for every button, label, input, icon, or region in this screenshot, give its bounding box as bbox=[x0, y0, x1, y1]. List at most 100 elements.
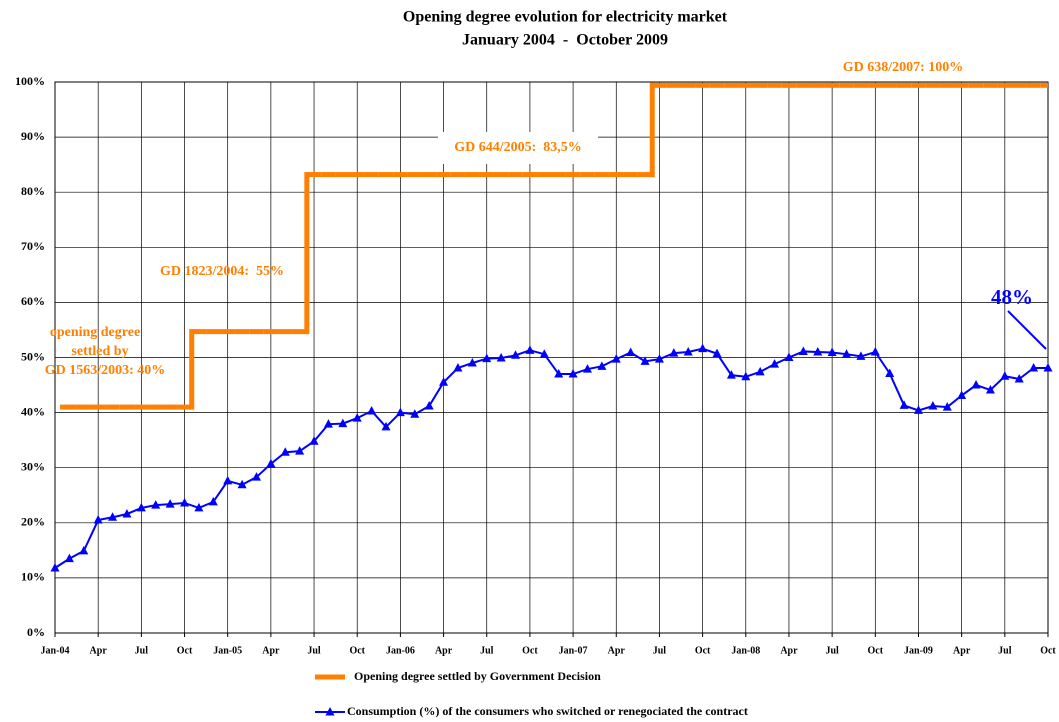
y-tick-label: 80% bbox=[21, 184, 45, 198]
x-tick-label: Apr bbox=[780, 645, 798, 656]
marker bbox=[122, 508, 132, 518]
marker bbox=[367, 405, 377, 415]
annotation: GD 644/2005: 83,5% bbox=[454, 140, 582, 155]
marker bbox=[626, 347, 636, 357]
legend-marker bbox=[325, 707, 335, 716]
marker bbox=[280, 447, 290, 456]
marker bbox=[165, 499, 175, 508]
x-tick-label: Jan-05 bbox=[213, 645, 242, 656]
marker bbox=[755, 366, 765, 376]
marker bbox=[741, 371, 751, 381]
marker bbox=[79, 545, 89, 555]
x-tick-label: Jul bbox=[135, 645, 149, 656]
annotation: GD 1823/2004: 55% bbox=[160, 264, 284, 279]
annotation: opening degree bbox=[50, 325, 140, 340]
marker bbox=[539, 349, 549, 358]
series-line bbox=[54, 347, 1048, 569]
marker bbox=[496, 353, 506, 362]
annotation-arrow bbox=[1007, 310, 1047, 350]
y-tick-label: 70% bbox=[21, 239, 45, 253]
x-tick-label: Oct bbox=[522, 645, 538, 656]
marker bbox=[1029, 362, 1039, 372]
marker bbox=[295, 446, 305, 455]
y-tick-label: 50% bbox=[21, 349, 45, 363]
marker bbox=[899, 400, 909, 409]
marker bbox=[827, 347, 837, 357]
annotation: GD 638/2007: 100% bbox=[843, 60, 964, 75]
marker bbox=[1043, 362, 1053, 372]
x-tick-label: Jan-07 bbox=[559, 645, 588, 656]
marker bbox=[1000, 371, 1010, 380]
marker bbox=[395, 407, 405, 417]
x-tick-label: Jul bbox=[825, 645, 839, 656]
marker bbox=[885, 368, 895, 377]
marker bbox=[568, 369, 578, 378]
marker bbox=[223, 475, 233, 485]
chart-title: Opening degree evolution for electricity… bbox=[403, 9, 728, 26]
x-tick-label: Jan-06 bbox=[386, 645, 415, 656]
marker bbox=[237, 479, 247, 489]
x-tick-label: Oct bbox=[868, 645, 884, 656]
marker bbox=[957, 390, 967, 400]
marker bbox=[597, 361, 607, 370]
marker bbox=[208, 496, 218, 506]
marker bbox=[798, 346, 808, 355]
marker bbox=[698, 343, 708, 353]
marker bbox=[136, 502, 146, 512]
marker bbox=[582, 364, 592, 373]
marker bbox=[870, 346, 880, 356]
x-tick-label: Jan-08 bbox=[731, 645, 760, 656]
annotation: 48% bbox=[991, 285, 1033, 309]
marker bbox=[770, 359, 780, 368]
marker bbox=[410, 409, 420, 418]
marker bbox=[683, 346, 693, 356]
marker bbox=[928, 400, 938, 410]
marker bbox=[640, 356, 650, 365]
marker bbox=[971, 380, 981, 389]
y-tick-label: 40% bbox=[21, 404, 45, 418]
annotation-box bbox=[438, 132, 598, 164]
marker bbox=[439, 377, 449, 386]
x-tick-label: Jul bbox=[653, 645, 667, 656]
marker bbox=[467, 358, 477, 367]
marker bbox=[525, 345, 535, 354]
x-tick-label: Apr bbox=[435, 645, 453, 656]
marker bbox=[669, 348, 679, 357]
marker bbox=[338, 418, 348, 428]
marker bbox=[453, 362, 463, 372]
x-tick-label: Oct bbox=[177, 645, 193, 656]
y-tick-label: 30% bbox=[21, 459, 45, 473]
y-tick-label: 60% bbox=[21, 294, 45, 308]
marker bbox=[482, 353, 492, 363]
marker bbox=[309, 436, 319, 445]
marker bbox=[511, 350, 521, 359]
marker bbox=[985, 385, 995, 394]
x-tick-label: Apr bbox=[608, 645, 626, 656]
marker bbox=[352, 413, 362, 422]
x-tick-label: Jan-09 bbox=[904, 645, 933, 656]
x-tick-label: Apr bbox=[90, 645, 108, 656]
y-tick-label: 10% bbox=[21, 570, 45, 584]
marker bbox=[856, 351, 866, 360]
marker bbox=[180, 497, 190, 507]
x-tick-label: Oct bbox=[1040, 645, 1056, 656]
annotation: GD 1563/2003: 40% bbox=[45, 363, 166, 378]
x-tick-label: Oct bbox=[349, 645, 365, 656]
marker bbox=[611, 354, 621, 363]
marker bbox=[813, 346, 823, 356]
marker bbox=[712, 348, 722, 358]
marker bbox=[64, 553, 74, 563]
marker bbox=[942, 402, 952, 411]
marker bbox=[381, 421, 391, 431]
marker bbox=[842, 349, 852, 358]
legend-label: Consumption (%) of the consumers who swi… bbox=[347, 704, 748, 718]
x-tick-label: Apr bbox=[262, 645, 280, 656]
marker bbox=[251, 472, 261, 481]
y-tick-label: 90% bbox=[21, 129, 45, 143]
x-tick-label: Jan-04 bbox=[41, 645, 70, 656]
marker bbox=[108, 512, 118, 521]
y-tick-label: 100% bbox=[15, 74, 45, 88]
plot-frame bbox=[54, 81, 1049, 634]
marker bbox=[554, 369, 564, 378]
chart-subtitle: January 2004 - October 2009 bbox=[462, 32, 668, 49]
